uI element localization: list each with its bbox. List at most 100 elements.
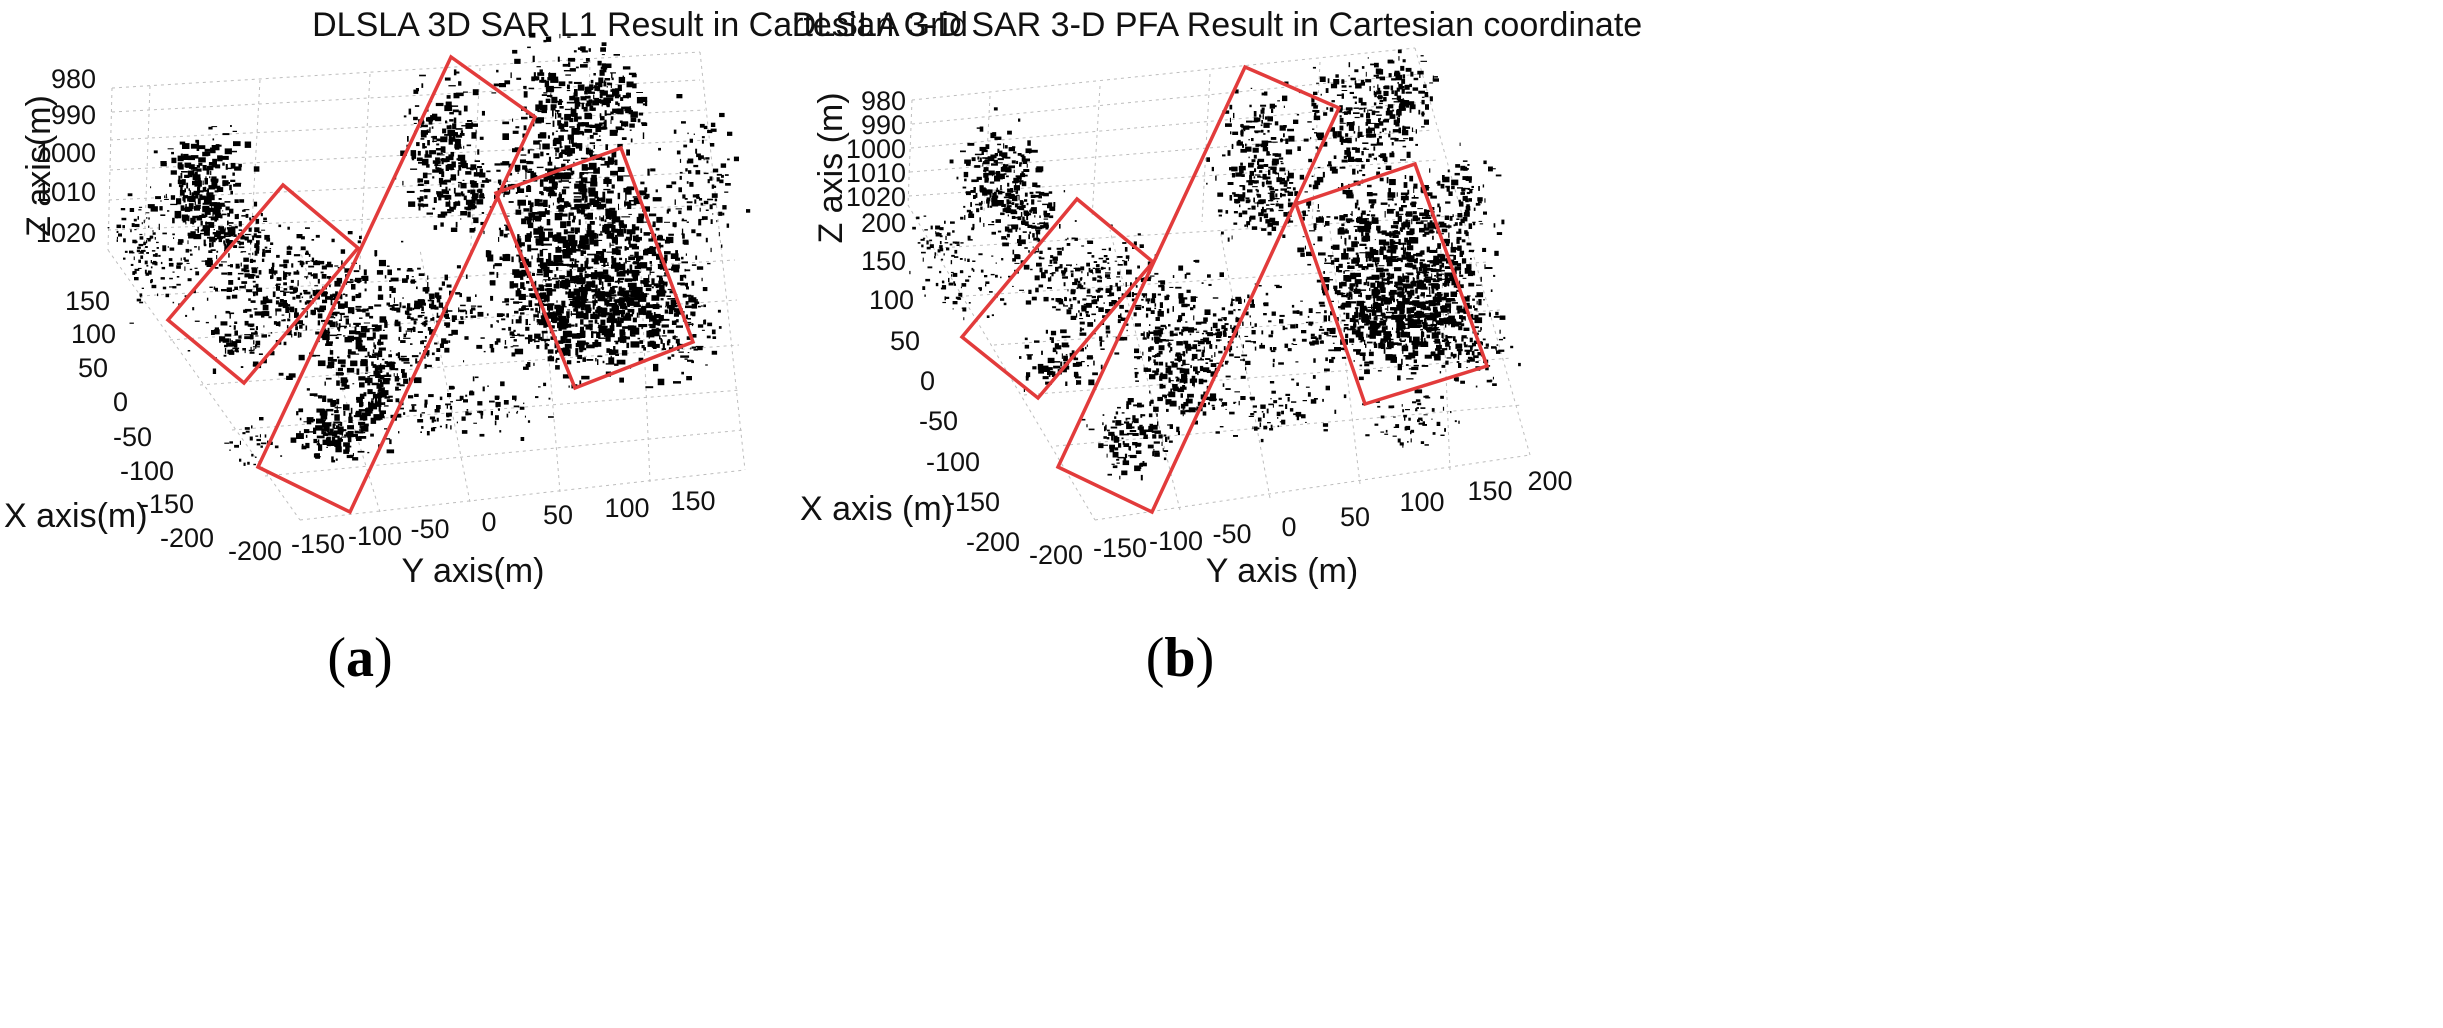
panel-a-point [224,236,231,237]
panel-b-point [1141,293,1148,296]
panel-a-point [605,208,612,216]
panel-a-point [486,313,489,316]
panel-a-point [448,385,454,390]
panel-b-point [1117,406,1121,409]
panel-a-point [172,233,175,236]
panel-a-point [604,230,612,235]
panel-b-point [1179,370,1183,373]
panel-a-point [226,287,232,292]
panel-a-point [518,334,525,337]
panel-a-point [609,244,615,246]
panel-a-point [265,249,271,253]
panel-a-point [475,294,477,297]
panel-a-point [681,218,685,221]
panel-a-point [648,238,654,242]
panel-a-point [583,62,589,64]
panel-b-point [1016,254,1021,260]
panel-a-point [301,323,305,326]
panel-a-point [636,312,638,318]
panel-a-point [589,240,597,245]
panel-a-point [577,354,583,360]
panel-a-point [593,200,599,207]
panel-a-point [276,254,280,258]
panel-a-point [466,412,472,415]
panel-a-point [589,142,595,145]
panel-a-point [243,209,250,211]
panel-a-point [639,294,643,297]
panel-a-point [260,300,267,305]
panel-b-point [1154,307,1157,310]
panel-a-point [169,277,173,280]
panel-a-point [539,69,543,74]
panel-b-point [1181,312,1185,317]
panel-a-point [396,373,398,378]
panel-a-point [355,337,362,344]
panel-a-point [217,231,221,237]
panel-a-point [386,399,393,402]
panel-a-point [515,126,520,129]
panel-b-point [1230,131,1232,135]
panel-b-point [1195,349,1202,352]
panel-b-point [1129,430,1137,433]
panel-b-point [1081,245,1085,247]
panel-a-point [529,300,531,305]
panel-a-point [346,281,348,285]
panel-b-point [1193,315,1195,321]
panel-a-point [371,382,379,386]
panel-a-point [562,330,572,337]
panel-a-point [606,333,615,338]
panel-a-point [174,210,182,218]
panel-a-point [657,264,665,269]
panel-a-point [406,307,413,311]
panel-a-point [255,435,259,437]
panel-a-point [656,327,659,330]
panel-a-point [560,221,567,229]
panel-a-point [701,305,703,307]
panel-b-point [1024,158,1030,162]
panel-b-point [1116,286,1121,292]
panel-b-point [1038,191,1045,196]
panel-b-point [1065,238,1067,241]
panel-a-point [244,141,252,148]
panel-a-point [415,358,418,364]
panel-b-point [1203,346,1205,352]
panel-b-point [1170,388,1172,394]
panel-a-point [638,255,644,260]
panel-a-point [579,330,586,338]
panel-a-point [532,215,534,223]
panel-a-point [259,434,261,438]
panel-b-point [1182,359,1186,366]
panel-a-point [510,336,515,338]
panel-a-point [643,278,649,285]
panel-a-point [562,263,569,266]
panel-a-point [604,119,607,122]
panel-b-point [1154,371,1158,376]
panel-a-point [570,137,574,144]
panel-a-point [304,291,311,295]
panel-a-point [184,174,190,178]
panel-a-point [606,232,615,239]
panel-a-point [493,83,501,87]
panel-a-point [643,249,649,256]
panel-a-point [500,381,505,387]
panel-a-point [314,307,319,310]
panel-a-point [297,260,302,263]
panel-a-point [447,163,454,170]
panel-a-point [425,150,429,157]
panel-a-point [594,319,598,324]
panel-b-point [1172,384,1178,387]
panel-a-point [362,308,369,312]
panel-b-point [1176,379,1180,382]
panel-a-point [680,355,690,358]
panel-a-point [619,271,625,272]
panel-a-point [726,223,730,228]
panel-b-point [1125,417,1131,420]
panel-a-point [227,212,230,217]
panel-a-point [384,365,391,368]
panel-b-point [984,169,987,173]
panel-a-point [387,269,392,276]
panel-b-point [1001,236,1007,240]
panel-a-point [183,257,186,260]
panel-a-point [520,154,527,156]
panel-a-point [544,288,549,291]
